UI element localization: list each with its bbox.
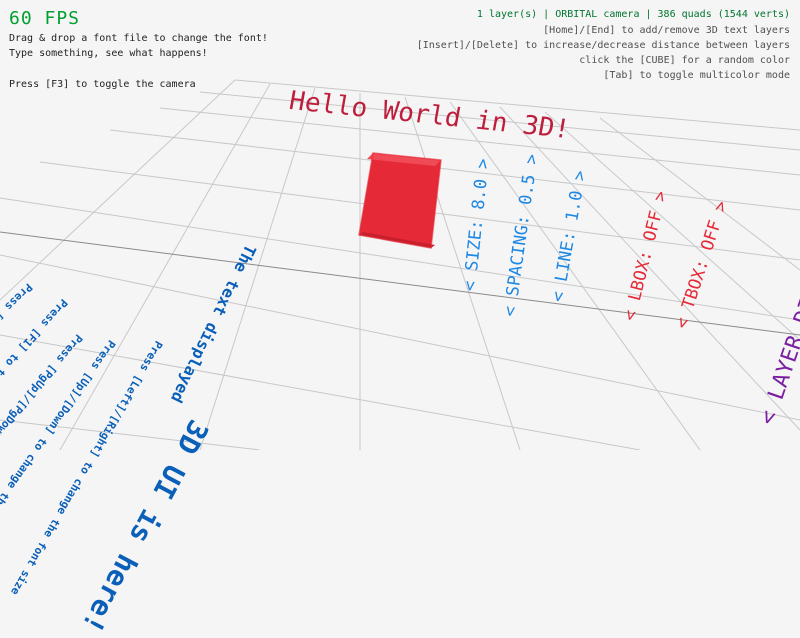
help-line: Drag & drop a font file to change the fo… [9,33,268,44]
color-cube[interactable] [355,150,445,250]
status-line: 1 layer(s) | ORBITAL camera | 386 quads … [476,9,790,20]
hint-line: [Insert]/[Delete] to increase/decrease d… [416,40,790,51]
fps-counter: 60 FPS [9,8,81,29]
help-line: Press [F3] to toggle the camera [9,79,196,90]
hint-line: click the [CUBE] for a random color [579,55,790,66]
hint-line: [Home]/[End] to add/remove 3D text layer… [543,25,790,36]
axis-line [0,231,800,336]
hint-line: [Tab] to toggle multicolor mode [603,70,790,81]
help-line: Type something, see what happens! [9,48,208,59]
floor-grid [0,79,800,450]
